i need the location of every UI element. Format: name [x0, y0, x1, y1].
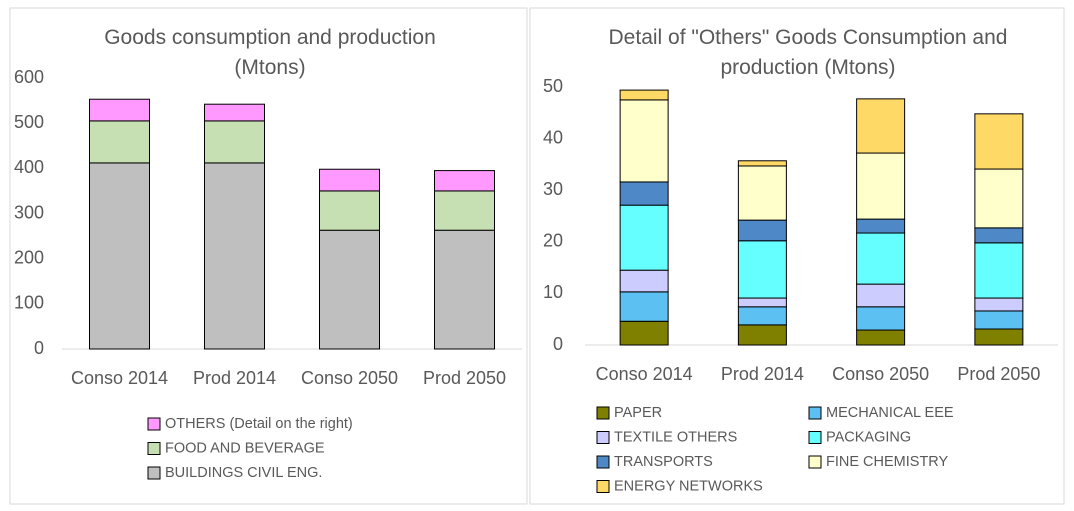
y-tick-label: 0 [553, 334, 563, 354]
bar-segment [737, 306, 787, 326]
y-tick-label: 40 [543, 127, 563, 147]
bar-segment [974, 168, 1024, 229]
bar-segment [856, 306, 906, 331]
y-tick-label: 50 [543, 76, 563, 96]
bar-segment [974, 328, 1024, 346]
x-tick-label: Prod 2014 [721, 364, 804, 384]
legend-swatch [147, 466, 161, 480]
legend-swatch [596, 406, 610, 420]
legend-label: OTHERS (Detail on the right) [165, 416, 353, 432]
bar-segment [974, 113, 1024, 170]
bar-segment [856, 152, 906, 220]
y-tick-label: 300 [14, 202, 44, 222]
x-tick-label: Conso 2014 [71, 368, 168, 388]
legend-label: ENERGY NETWORKS [614, 478, 763, 494]
y-tick-label: 600 [14, 67, 44, 87]
bar-segment [89, 120, 150, 164]
bar-segment [856, 218, 906, 234]
bar-segment [856, 232, 906, 285]
bar-segment [856, 98, 906, 154]
bar-segment [319, 168, 380, 192]
legend-label: FOOD AND BEVERAGE [165, 440, 325, 456]
bar-segment [204, 162, 265, 350]
bar-segment [434, 170, 495, 192]
bar-segment [619, 291, 669, 322]
bar-segment [974, 242, 1024, 299]
legend-swatch [147, 442, 161, 455]
x-tick-label: Conso 2014 [596, 364, 693, 384]
bar-segment [619, 99, 669, 183]
bar-segment [737, 160, 787, 167]
bar-segment [737, 219, 787, 242]
bar-segment [737, 324, 787, 346]
bar-segment [737, 240, 787, 299]
legend-label: BUILDINGS CIVIL ENG. [165, 465, 322, 481]
chart-title: Detail of "Others" Goods Consumption and… [609, 26, 1008, 79]
bar-segment [619, 204, 669, 271]
legend-swatch [808, 406, 822, 420]
bar-segment [319, 190, 380, 231]
bar-segment [856, 329, 906, 346]
legend-swatch [808, 455, 822, 469]
legend-label: TRANSPORTS [614, 454, 713, 470]
legend-label: TEXTILE OTHERS [614, 429, 737, 445]
y-tick-label: 100 [14, 293, 44, 313]
x-tick-label: Conso 2050 [832, 364, 929, 384]
legend-swatch [596, 431, 610, 444]
bar-segment [619, 320, 669, 346]
right-panel [529, 7, 1065, 505]
y-tick-label: 200 [14, 247, 44, 267]
bar-segment [434, 229, 495, 350]
bar-segment [619, 89, 669, 101]
bar-segment [434, 190, 495, 231]
y-tick-label: 400 [14, 157, 44, 177]
legend-label: PAPER [614, 405, 662, 421]
x-tick-label: Prod 2050 [423, 368, 506, 388]
bar-segment [737, 165, 787, 221]
chart-title: Goods consumption and production (Mtons) [104, 26, 436, 79]
bar-segment [89, 162, 150, 350]
legend-label: PACKAGING [826, 429, 911, 445]
y-tick-label: 500 [14, 112, 44, 132]
bar-segment [974, 297, 1024, 312]
legend-swatch [147, 417, 161, 431]
x-tick-label: Prod 2050 [957, 364, 1040, 384]
legend-label: MECHANICAL EEE [826, 405, 954, 421]
legend-swatch [596, 480, 610, 493]
bar-segment [737, 297, 787, 308]
legend-swatch [596, 455, 610, 469]
y-tick-label: 30 [543, 179, 563, 199]
bar-segment [974, 310, 1024, 330]
bar-segment [619, 269, 669, 293]
y-tick-label: 20 [543, 231, 563, 251]
legend-label: FINE CHEMISTRY [826, 454, 949, 470]
bar-segment [204, 120, 265, 164]
bar-segment [974, 227, 1024, 244]
bar-segment [204, 103, 265, 122]
left-panel [9, 7, 528, 505]
y-tick-label: 10 [543, 282, 563, 302]
x-tick-label: Prod 2014 [193, 368, 276, 388]
bar-segment [619, 181, 669, 206]
bar-segment [856, 283, 906, 308]
x-tick-label: Conso 2050 [301, 368, 398, 388]
bar-segment [89, 98, 150, 122]
y-tick-label: 0 [34, 338, 44, 358]
legend-swatch [808, 431, 822, 444]
bar-segment [319, 229, 380, 350]
